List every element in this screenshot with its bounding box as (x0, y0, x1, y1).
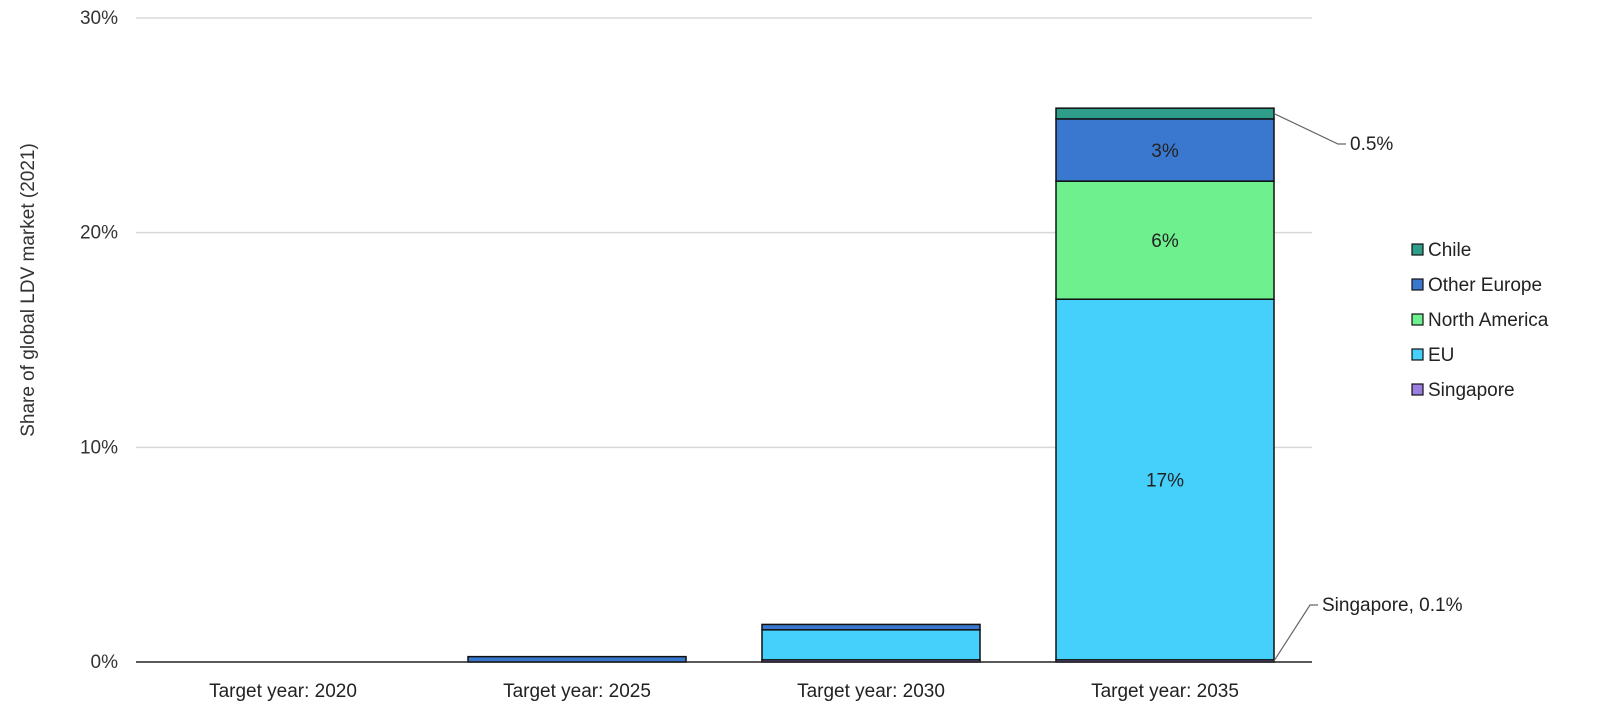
x-tick-label: Target year: 2030 (797, 681, 945, 702)
data-label: 3% (1151, 141, 1179, 162)
data-label: 17% (1146, 471, 1184, 492)
callout-leader-line (1273, 604, 1318, 662)
y-tick-label: 10% (80, 437, 118, 458)
callout-label: Singapore, 0.1% (1322, 595, 1463, 616)
bar-segment-chile (1055, 107, 1275, 120)
bar-segment-eu (1055, 298, 1275, 661)
bar-segment-other-europe (1055, 118, 1275, 182)
legend-label: Singapore (1428, 380, 1515, 401)
legend-swatch (1411, 278, 1424, 291)
callout-leader-line (1273, 112, 1346, 145)
legend-label: North America (1428, 310, 1549, 331)
data-label: 6% (1151, 231, 1179, 252)
labels-layer: 17% 6% 3% 0.5% Singapore, 0.1% (1146, 112, 1463, 662)
legend-swatch (1411, 348, 1424, 361)
legend-swatch (1411, 243, 1424, 256)
x-tick-label: Target year: 2035 (1091, 681, 1239, 702)
bar-segment-eu (761, 629, 981, 661)
legend: Chile Other Europe North America EU Singapor… (1411, 240, 1549, 401)
legend-label: EU (1428, 345, 1454, 366)
axis-layer: Share of global LDV market (2021) 0% 10% 2… (18, 8, 1312, 702)
legend-label: Chile (1428, 240, 1471, 261)
bar-segment-north-america (1055, 180, 1275, 300)
x-tick-label: Target year: 2025 (503, 681, 651, 702)
bars-layer (467, 107, 1275, 663)
bar-segment-other-europe (467, 655, 687, 663)
bar-segment-other-europe (761, 623, 981, 631)
legend-label: Other Europe (1428, 275, 1542, 296)
legend-swatch (1411, 383, 1424, 396)
legend-swatch (1411, 313, 1424, 326)
callout-label: 0.5% (1350, 134, 1393, 155)
y-tick-label: 30% (80, 8, 118, 29)
y-axis-label: Share of global LDV market (2021) (18, 143, 39, 437)
x-tick-label: Target year: 2020 (209, 681, 357, 702)
y-tick-label: 0% (91, 652, 119, 673)
y-tick-label: 20% (80, 223, 118, 244)
